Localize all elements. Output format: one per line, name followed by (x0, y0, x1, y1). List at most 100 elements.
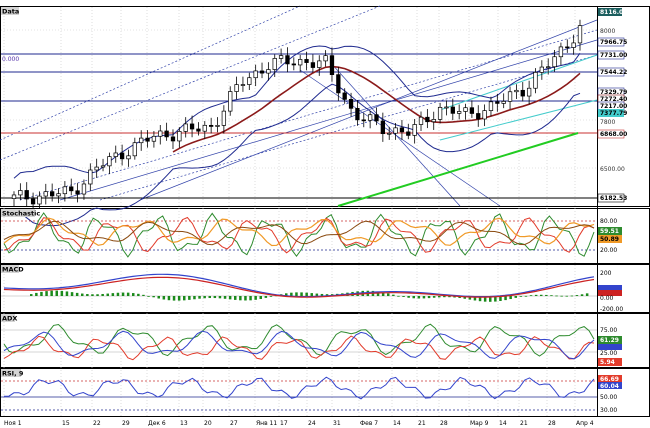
macd-histogram-bar (412, 296, 415, 299)
candle-body (361, 119, 366, 122)
candle-body (18, 190, 23, 196)
macd-histogram-bar (40, 291, 43, 296)
axis-tick-7800: 7800 (600, 119, 615, 126)
macd-histogram-bar (213, 296, 217, 299)
macd-histogram-bar (504, 296, 507, 301)
macd-histogram-bar (285, 293, 288, 296)
rsi-label-value: 60.04 (600, 383, 619, 390)
macd-histogram-bar (188, 296, 191, 300)
candle-body (558, 46, 564, 58)
x-axis-label: 14 (393, 420, 401, 427)
price-label-7: 6868.00 (600, 131, 627, 138)
rsi-title: RSI, 9 (2, 370, 24, 378)
macd-title: MACD (2, 266, 24, 274)
candle-body (450, 106, 455, 114)
macd-histogram-bar (45, 291, 48, 296)
macd-histogram-bar (325, 294, 329, 296)
macd-histogram-bar (509, 296, 512, 300)
fan-lines (0, 5, 598, 207)
macd-histogram-bar (86, 294, 89, 296)
macd-label-neg200: -200.00 (600, 306, 623, 313)
candle-body (215, 125, 220, 127)
macd-histogram-bar (193, 296, 196, 300)
candle-body (367, 114, 373, 121)
candle-body (571, 42, 576, 48)
candle-body (88, 169, 93, 185)
macd-histogram-bar (570, 295, 574, 297)
price-label-2: 7544.22 (600, 69, 627, 76)
candle-body (533, 72, 538, 89)
macd-histogram-bar (387, 293, 390, 296)
macd-histogram-bar (290, 292, 293, 296)
candle-body (285, 55, 290, 65)
macd-histogram-bar (555, 295, 558, 297)
macd-histogram-bar (499, 296, 502, 301)
x-axis-label: 17 (280, 420, 288, 427)
candle-body (457, 111, 462, 114)
candle-body (406, 131, 411, 136)
x-axis-label: 29 (122, 420, 130, 427)
price-label-8: 6182.53 (600, 195, 627, 202)
candle-body (348, 99, 354, 109)
macd-histogram-bar (580, 294, 584, 296)
macd-histogram-bar (489, 296, 492, 302)
candle-body (482, 110, 487, 120)
stoch-label-80: 80.00 (600, 218, 617, 225)
candle-body (164, 130, 169, 138)
macd-histogram-bar (132, 293, 135, 296)
x-axis-label: 14 (499, 420, 507, 427)
candle-body (119, 152, 125, 160)
macd-histogram-bar (269, 296, 273, 297)
candle-body (298, 59, 303, 66)
candle-body (221, 110, 227, 126)
green-trendline (337, 132, 579, 207)
candle-body (56, 193, 61, 197)
candle-body (514, 89, 519, 93)
candle-body (11, 194, 17, 200)
x-axis-label: 15 (62, 420, 70, 427)
candle-body (336, 74, 341, 94)
stochastic-lines (1, 212, 597, 258)
candle-body (412, 124, 417, 136)
macd-histogram-bar (111, 293, 115, 296)
macd-histogram-bar (126, 292, 130, 296)
candle-body (278, 55, 284, 59)
macd-histogram-bar (448, 296, 451, 298)
macd-histogram-bar (295, 292, 298, 296)
macd-label-200: 200 (600, 270, 612, 277)
stochastic-axis-labels: 80.00 59.51 50.89 20.00 (598, 218, 622, 254)
adx-axis-labels: 75.00 61.29 25.00 5.94 (598, 327, 622, 366)
adx-label-75: 75.00 (600, 327, 617, 334)
macd-histogram-bar (315, 293, 319, 296)
axis-tick-8000: 8000 (600, 28, 615, 35)
macd-histogram-bar (478, 296, 482, 302)
x-axis-label: Дек 6 (148, 420, 166, 427)
macd-histogram-bar (223, 296, 227, 299)
candle-body (50, 191, 55, 197)
macd-histogram-bar (545, 294, 548, 296)
candle-body (431, 119, 436, 123)
last-price-label: 8116.00 (600, 9, 627, 16)
macd-histogram-bar (376, 291, 380, 296)
macd-axis-labels: 200 0.00 -200.00 (598, 270, 623, 313)
macd-histogram-bar (468, 296, 472, 300)
candle-body (177, 131, 182, 142)
candle-body (145, 137, 150, 142)
macd-histogram-bar (70, 292, 74, 296)
macd-histogram-bar (320, 293, 324, 296)
vertical-gridlines (3, 7, 576, 417)
candle-body (488, 101, 494, 111)
candle-body (546, 66, 551, 69)
rsi-axis-labels: 66.69 60.04 50.00 30.00 (598, 375, 622, 414)
macd-histogram-bar (91, 294, 94, 296)
candle-body (495, 101, 500, 104)
rsi-label-upper: 66.69 (600, 376, 619, 383)
x-axis-label: 27 (230, 420, 238, 427)
candle-body (202, 124, 207, 132)
price-label-4: 7272.40 (600, 96, 627, 103)
macd-histogram-bar (407, 296, 410, 298)
x-axis-label: 24 (308, 420, 316, 427)
candle-body (30, 198, 36, 205)
rsi-label-50: 50.00 (600, 394, 617, 401)
